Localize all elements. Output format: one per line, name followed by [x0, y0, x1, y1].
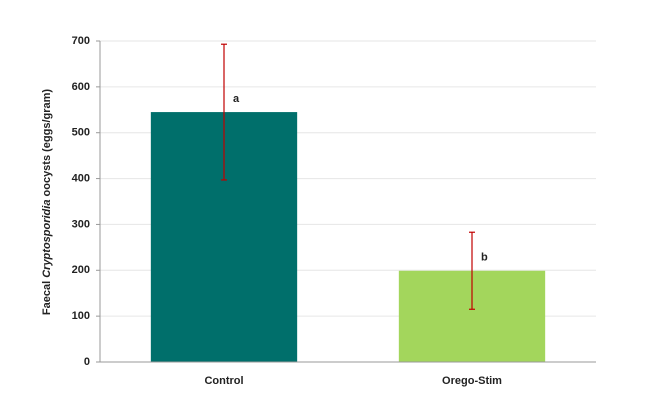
y-tick-label: 0 — [84, 356, 90, 368]
annotation: b — [481, 252, 488, 264]
y-tick-label: 100 — [72, 310, 90, 322]
y-label-part: Cryptosporidia — [41, 200, 53, 278]
x-tick-label: Control — [204, 375, 243, 387]
annotation: a — [233, 93, 240, 105]
y-tick-label: 200 — [72, 264, 90, 276]
y-tick-label: 600 — [72, 81, 90, 93]
y-label-part: Faecal — [41, 278, 53, 315]
y-tick-label: 500 — [72, 127, 90, 139]
y-axis-label: Faecal Cryptosporidia oocysts (eggs/gram… — [41, 89, 53, 316]
x-tick-label: Orego-Stim — [442, 375, 502, 387]
y-label-part: oocysts (eggs/gram) — [41, 89, 53, 200]
y-tick-label: 300 — [72, 218, 90, 230]
y-tick-label: 400 — [72, 172, 90, 184]
error-bar — [221, 43, 227, 181]
y-tick-label: 700 — [72, 35, 90, 47]
error-bar — [469, 231, 475, 310]
